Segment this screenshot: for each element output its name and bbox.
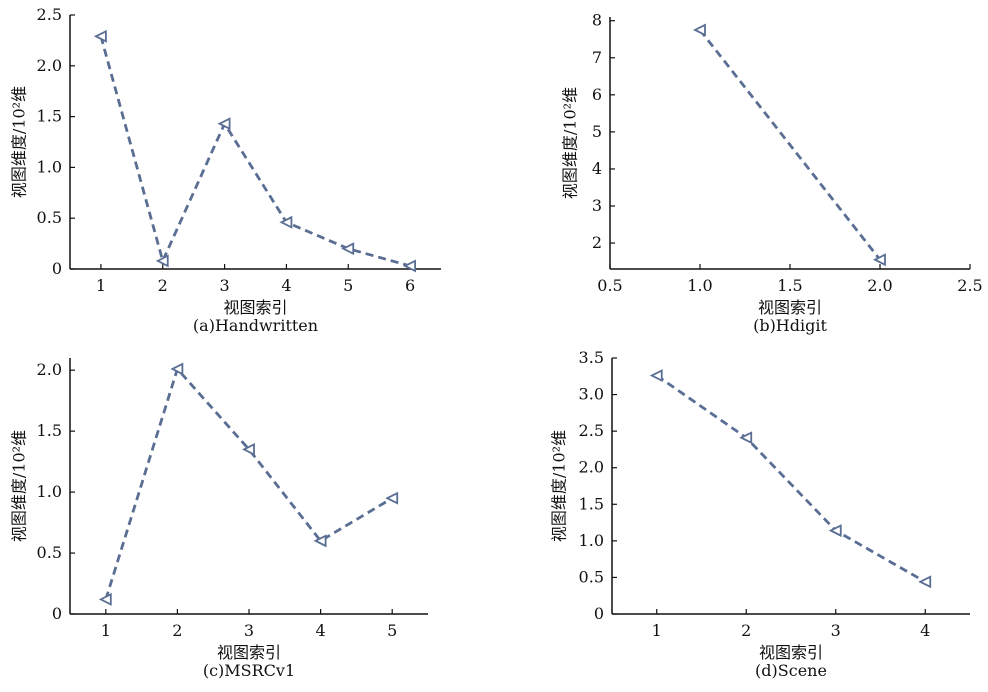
panel-a: 1 2 3 4 5 6 0 0.5 1.0 1.5 2.0 2.5 视图索引 视图维度/10²维 (a)Ha… xyxy=(10,5,441,335)
x-tick-label: 4 xyxy=(281,276,291,295)
x-axis-label: 视图索引 xyxy=(758,298,822,317)
y-tick-label: 2.0 xyxy=(37,360,62,379)
y-tick-label: 0 xyxy=(52,259,62,278)
data-point-marker xyxy=(279,215,293,229)
panel-caption: (b)Hdigit xyxy=(753,316,827,335)
x-tick-label: 3 xyxy=(831,621,841,640)
y-tick-label: 4 xyxy=(592,159,602,178)
y-tick-label: 3 xyxy=(592,196,602,215)
y-tick-label: 2.0 xyxy=(37,56,62,75)
x-tick-label: 1.0 xyxy=(687,276,712,295)
x-tick-label: 1.5 xyxy=(777,276,802,295)
data-point-marker xyxy=(313,534,327,548)
data-point-marker xyxy=(341,242,355,256)
data-point-marker xyxy=(93,29,107,43)
x-tick-label: 2.5 xyxy=(957,276,982,295)
x-tick-label: 6 xyxy=(405,276,415,295)
y-tick-label: 8 xyxy=(592,11,602,30)
data-point-marker xyxy=(385,491,399,505)
y-tick-label: 2.5 xyxy=(37,5,62,24)
panel-c: 1 2 3 4 5 0 0.5 1.0 1.5 2.0 视图索引 视图维度/10²维 (c)MSRCv1 xyxy=(10,358,428,680)
panel-caption: (c)MSRCv1 xyxy=(203,661,295,680)
y-tick-label: 3.0 xyxy=(579,385,604,404)
y-tick-label: 0.5 xyxy=(579,567,604,586)
y-tick-label: 1.0 xyxy=(37,157,62,176)
x-tick-label: 4 xyxy=(316,621,326,640)
x-tick-label: 2.0 xyxy=(867,276,892,295)
series-line xyxy=(104,367,393,600)
y-tick-label: 5 xyxy=(592,122,602,141)
y-tick-label: 2 xyxy=(592,233,602,252)
data-point-marker xyxy=(98,592,112,606)
x-axis-label: 视图索引 xyxy=(223,298,287,317)
x-tick-label: 4 xyxy=(920,621,930,640)
x-tick-label: 1 xyxy=(101,621,111,640)
y-axis-label: 视图维度/10²维 xyxy=(10,86,29,198)
panel-b: 0.5 1.0 1.5 2.0 2.5 2 3 4 5 6 7 8 视图索引 视图维度/10²维 (b)Hd… xyxy=(561,11,983,335)
x-tick-label: 3 xyxy=(244,621,254,640)
panel-d: 1 2 3 4 0 0.5 1.0 1.5 2.0 2.5 3.0 3.5 视图索引 视图维度/10²维 (… xyxy=(550,348,970,680)
x-axis-label: 视图索引 xyxy=(759,643,823,662)
x-tick-label: 5 xyxy=(343,276,353,295)
data-point-marker xyxy=(403,259,416,273)
y-tick-label: 1.5 xyxy=(37,107,62,126)
x-tick-label: 2 xyxy=(158,276,168,295)
y-tick-label: 2.0 xyxy=(579,458,604,477)
x-tick-label: 1 xyxy=(96,276,106,295)
y-axis-label: 视图维度/10²维 xyxy=(550,430,569,542)
x-tick-label: 3 xyxy=(219,276,229,295)
y-tick-label: 1.0 xyxy=(579,531,604,550)
data-point-marker xyxy=(155,254,169,268)
series-line xyxy=(698,29,882,261)
data-point-marker xyxy=(170,362,184,376)
data-point-marker xyxy=(872,253,886,267)
data-point-marker xyxy=(918,575,932,589)
x-tick-label: 2 xyxy=(741,621,751,640)
x-tick-label: 5 xyxy=(387,621,397,640)
data-point-marker xyxy=(828,524,842,538)
data-point-marker xyxy=(241,442,255,456)
y-tick-label: 6 xyxy=(592,85,602,104)
y-axis-label: 视图维度/10²维 xyxy=(561,87,580,199)
y-tick-label: 7 xyxy=(592,48,602,67)
x-tick-label: 2 xyxy=(172,621,182,640)
panel-caption: (a)Handwritten xyxy=(193,316,318,335)
x-axis-label: 视图索引 xyxy=(217,643,281,662)
data-point-marker xyxy=(217,117,231,131)
y-tick-label: 1.5 xyxy=(37,421,62,440)
data-point-marker xyxy=(692,23,706,37)
y-tick-label: 2.5 xyxy=(579,421,604,440)
x-tick-label: 1 xyxy=(652,621,662,640)
y-tick-label: 1.0 xyxy=(37,482,62,501)
y-tick-label: 1.5 xyxy=(579,494,604,513)
panel-caption: (d)Scene xyxy=(755,661,827,680)
y-tick-label: 0 xyxy=(52,604,62,623)
y-tick-label: 0 xyxy=(594,604,604,623)
y-tick-label: 0.5 xyxy=(37,208,62,227)
x-tick-label: 0.5 xyxy=(597,276,622,295)
series-line xyxy=(655,374,926,584)
y-axis-label: 视图维度/10²维 xyxy=(10,430,29,542)
series-line xyxy=(99,35,411,268)
y-tick-label: 0.5 xyxy=(37,543,62,562)
y-tick-label: 3.5 xyxy=(579,348,604,367)
data-point-marker xyxy=(649,369,663,383)
data-point-marker xyxy=(739,431,753,445)
